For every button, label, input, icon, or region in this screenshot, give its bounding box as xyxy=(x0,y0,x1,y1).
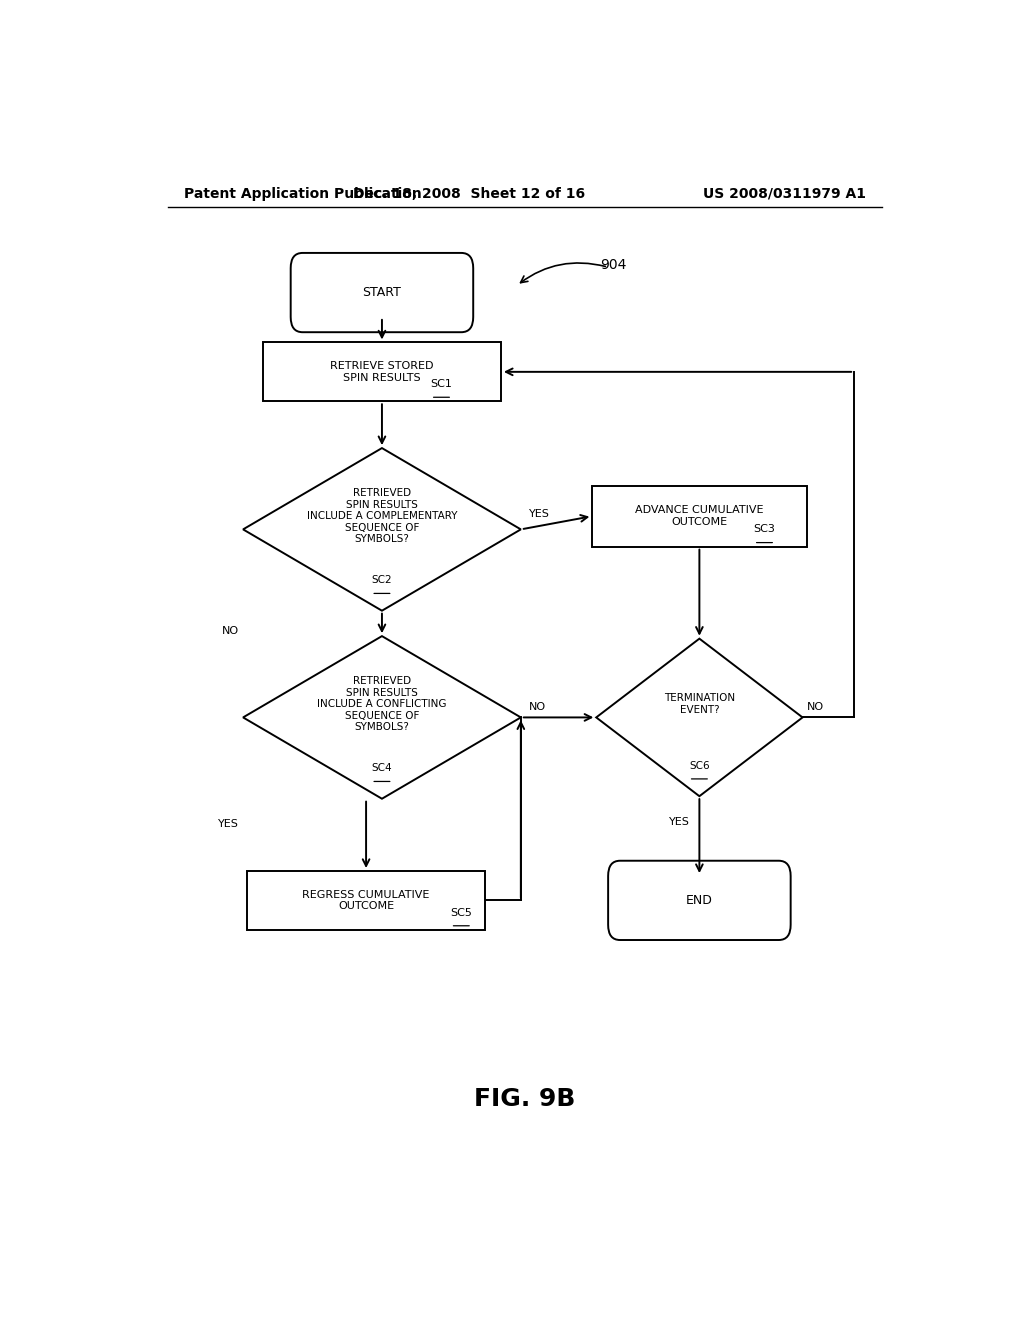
Text: NO: NO xyxy=(222,626,240,636)
Polygon shape xyxy=(243,447,521,611)
Text: RETRIEVED
SPIN RESULTS
INCLUDE A CONFLICTING
SEQUENCE OF
SYMBOLS?: RETRIEVED SPIN RESULTS INCLUDE A CONFLIC… xyxy=(317,676,446,733)
Polygon shape xyxy=(243,636,521,799)
Text: NO: NO xyxy=(528,702,546,713)
Text: YES: YES xyxy=(528,510,550,519)
Text: Patent Application Publication: Patent Application Publication xyxy=(183,187,421,201)
Bar xyxy=(592,486,807,546)
Text: 904: 904 xyxy=(600,259,627,272)
Text: US 2008/0311979 A1: US 2008/0311979 A1 xyxy=(703,187,866,201)
Text: REGRESS CUMULATIVE
OUTCOME: REGRESS CUMULATIVE OUTCOME xyxy=(302,890,430,911)
Text: NO: NO xyxy=(807,702,823,713)
Text: START: START xyxy=(362,286,401,300)
Text: SC6: SC6 xyxy=(689,760,710,771)
Text: RETRIEVE STORED
SPIN RESULTS: RETRIEVE STORED SPIN RESULTS xyxy=(330,362,434,383)
Bar xyxy=(247,871,485,929)
Text: TERMINATION
EVENT?: TERMINATION EVENT? xyxy=(664,693,735,715)
FancyBboxPatch shape xyxy=(608,861,791,940)
Text: SC4: SC4 xyxy=(372,763,392,774)
Bar xyxy=(263,342,501,401)
Text: FIG. 9B: FIG. 9B xyxy=(474,1086,575,1110)
Text: RETRIEVED
SPIN RESULTS
INCLUDE A COMPLEMENTARY
SEQUENCE OF
SYMBOLS?: RETRIEVED SPIN RESULTS INCLUDE A COMPLEM… xyxy=(307,488,457,544)
Text: YES: YES xyxy=(218,820,240,829)
Text: SC3: SC3 xyxy=(754,524,775,535)
Text: Dec. 18, 2008  Sheet 12 of 16: Dec. 18, 2008 Sheet 12 of 16 xyxy=(353,187,586,201)
Text: END: END xyxy=(686,894,713,907)
Text: SC5: SC5 xyxy=(451,908,472,917)
Text: SC1: SC1 xyxy=(430,379,453,389)
Polygon shape xyxy=(596,639,803,796)
Text: YES: YES xyxy=(669,817,690,826)
Text: SC2: SC2 xyxy=(372,576,392,585)
Text: ADVANCE CUMULATIVE
OUTCOME: ADVANCE CUMULATIVE OUTCOME xyxy=(635,506,764,527)
FancyBboxPatch shape xyxy=(291,253,473,333)
